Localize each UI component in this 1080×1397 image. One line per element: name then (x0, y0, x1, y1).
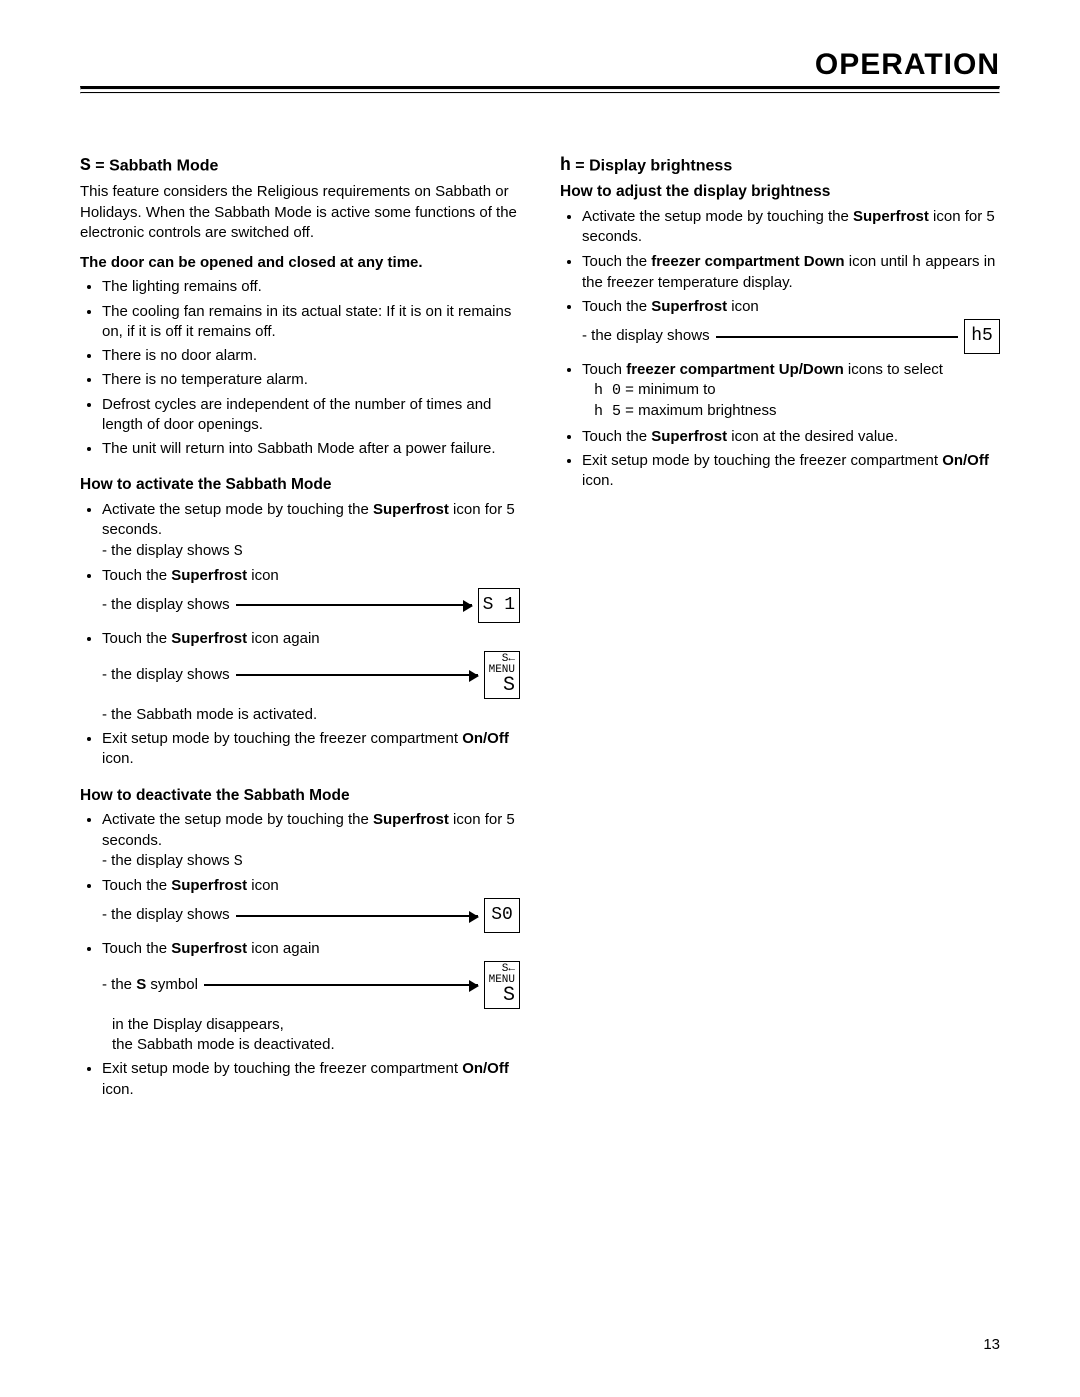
brightness-step: Touch the Superfrost icon the display sh… (582, 297, 1000, 354)
display-symbol-icon: S (234, 853, 243, 870)
activate-heading: How to activate the Sabbath Mode (80, 475, 520, 496)
brightness-title: Display brightness (589, 157, 732, 174)
sabbath-bullet: There is no door alarm. (102, 346, 520, 366)
dash-line: the display shows S (102, 541, 520, 562)
page-header-title: OPERATION (80, 48, 1000, 82)
activate-step: Activate the setup mode by touching the … (102, 500, 520, 562)
sabbath-intro: This feature considers the Religious req… (80, 182, 520, 243)
display-arrow-row: the display shows S0 (102, 898, 520, 932)
manual-page: OPERATION S = Sabbath Mode This feature … (0, 0, 1080, 1397)
display-arrow-row: the display shows S← MENU S (102, 651, 520, 699)
content-columns: S = Sabbath Mode This feature considers … (80, 146, 1000, 1104)
activate-step: Touch the Superfrost icon the display sh… (102, 566, 520, 623)
display-box: h5 (964, 319, 1000, 353)
sabbath-bullet: The unit will return into Sabbath Mode a… (102, 439, 520, 459)
deactivate-heading: How to deactivate the Sabbath Mode (80, 786, 520, 807)
deactivate-step: Exit setup mode by touching the freezer … (102, 1059, 520, 1100)
equals: = (95, 157, 109, 174)
display-arrow-row: - the S symbol S← MENU S (102, 961, 520, 1009)
arrow-icon (204, 984, 478, 986)
door-line: The door can be opened and closed at any… (80, 253, 520, 273)
display-box-stacked: S← MENU S (484, 651, 520, 699)
activate-list: Activate the setup mode by touching the … (80, 500, 520, 769)
sabbath-title: Sabbath Mode (109, 157, 218, 174)
display-box: S 1 (478, 588, 520, 622)
display-symbol-icon: h (912, 254, 921, 271)
arrow-icon (236, 604, 472, 606)
brightness-step: Touch freezer compartment Up/Down icons … (582, 360, 1000, 423)
arrow-icon (236, 915, 478, 917)
sabbath-bullet: There is no temperature alarm. (102, 370, 520, 390)
right-column: h = Display brightness How to adjust the… (560, 146, 1000, 1104)
brightness-step: Exit setup mode by touching the freezer … (582, 451, 1000, 492)
deactivate-list: Activate the setup mode by touching the … (80, 810, 520, 1100)
sabbath-symbol-icon: S (80, 154, 91, 178)
display-arrow-row: the display shows h5 (582, 319, 1000, 353)
line-icon (716, 336, 958, 338)
sabbath-bullet: The lighting remains off. (102, 277, 520, 297)
sabbath-bullet: Defrost cycles are independent of the nu… (102, 395, 520, 436)
activate-step: Touch the Superfrost icon again the disp… (102, 629, 520, 726)
brightness-step: Activate the setup mode by touching the … (582, 207, 1000, 248)
deactivate-step: Activate the setup mode by touching the … (102, 810, 520, 872)
brightness-subtitle: How to adjust the display brightness (560, 182, 1000, 203)
activate-step: Exit setup mode by touching the freezer … (102, 729, 520, 770)
sabbath-bullet: The cooling fan remains in its actual st… (102, 302, 520, 343)
brightness-heading: h = Display brightness (560, 154, 1000, 178)
display-box: S0 (484, 898, 520, 932)
rule-thin (80, 92, 1000, 94)
display-symbol-icon: S (234, 543, 243, 560)
deactivate-step: Touch the Superfrost icon again - the S … (102, 939, 520, 1056)
page-number: 13 (983, 1336, 1000, 1353)
arrow-icon (236, 674, 478, 676)
deactivate-step: Touch the Superfrost icon the display sh… (102, 876, 520, 933)
brightness-symbol-icon: h (560, 154, 571, 178)
brightness-list: Activate the setup mode by touching the … (560, 207, 1000, 491)
left-column: S = Sabbath Mode This feature considers … (80, 146, 520, 1104)
sabbath-bullets: The lighting remains off. The cooling fa… (80, 277, 520, 459)
brightness-step: Touch the Superfrost icon at the desired… (582, 427, 1000, 447)
display-arrow-row: the display shows S 1 (102, 588, 520, 622)
sabbath-heading: S = Sabbath Mode (80, 154, 520, 178)
display-box-stacked: S← MENU S (484, 961, 520, 1009)
rule-thick (80, 86, 1000, 90)
brightness-step: Touch the freezer compartment Down icon … (582, 252, 1000, 294)
